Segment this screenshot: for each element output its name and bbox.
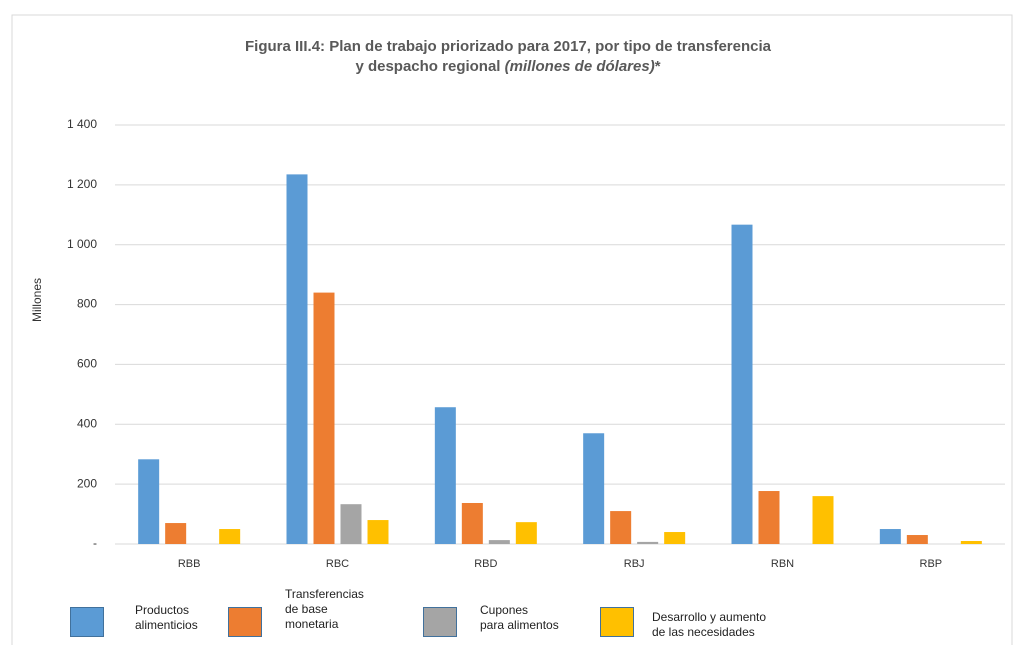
bar [758, 491, 780, 544]
y-tick-label: 1 000 [67, 237, 97, 251]
y-tick-label: 600 [77, 357, 97, 371]
x-tick-label: RBP [920, 558, 943, 570]
y-tick-label: - [93, 536, 97, 550]
y-tick-label: 400 [77, 416, 97, 430]
title-mark: * [655, 58, 661, 75]
chart-title: Figura III.4: Plan de trabajo priorizado… [245, 38, 772, 55]
x-tick-label: RBN [771, 558, 794, 570]
y-tick-label: 1 200 [67, 177, 97, 191]
legend-swatch [228, 607, 262, 637]
bar [664, 532, 686, 544]
bar [812, 496, 834, 544]
legend-swatch [600, 607, 634, 637]
legend-label: Cupones para alimentos [480, 603, 559, 632]
bar [906, 535, 928, 544]
x-tick-label: RBJ [624, 558, 645, 570]
legend-swatch [423, 607, 457, 637]
y-tick-label: 200 [77, 476, 97, 490]
legend-swatch [70, 607, 104, 637]
bar [165, 523, 187, 544]
bar [583, 433, 605, 544]
title-part: y despacho regional [355, 58, 504, 75]
bar [515, 522, 537, 544]
legend-label: Desarrollo y aumento de las necesidades [652, 610, 767, 639]
bar [340, 504, 362, 544]
bar [960, 541, 982, 544]
bar [313, 292, 335, 544]
y-tick-label: 800 [77, 297, 97, 311]
x-tick-label: RBD [474, 558, 497, 570]
bar [434, 407, 456, 544]
chart-title: y despacho regional (millones de dólares… [355, 58, 660, 75]
x-tick-label: RBB [178, 558, 201, 570]
legend-label: Transferencias de base monetaria [285, 587, 364, 631]
bar [637, 541, 659, 544]
bar [286, 174, 308, 544]
bar [219, 529, 241, 544]
bar [461, 502, 483, 544]
x-tick-label: RBC [326, 558, 349, 570]
chart-border [11, 14, 1013, 645]
bar [367, 520, 389, 544]
bar [488, 540, 510, 544]
title-italic: (millones de dólares) [505, 58, 655, 75]
bar [731, 224, 753, 544]
bar [610, 511, 632, 544]
bar [879, 529, 901, 544]
y-axis-label: Millones [30, 278, 44, 322]
legend-label: Productos alimenticios [135, 603, 198, 632]
bar [138, 459, 160, 544]
y-tick-label: 1 400 [67, 117, 97, 131]
